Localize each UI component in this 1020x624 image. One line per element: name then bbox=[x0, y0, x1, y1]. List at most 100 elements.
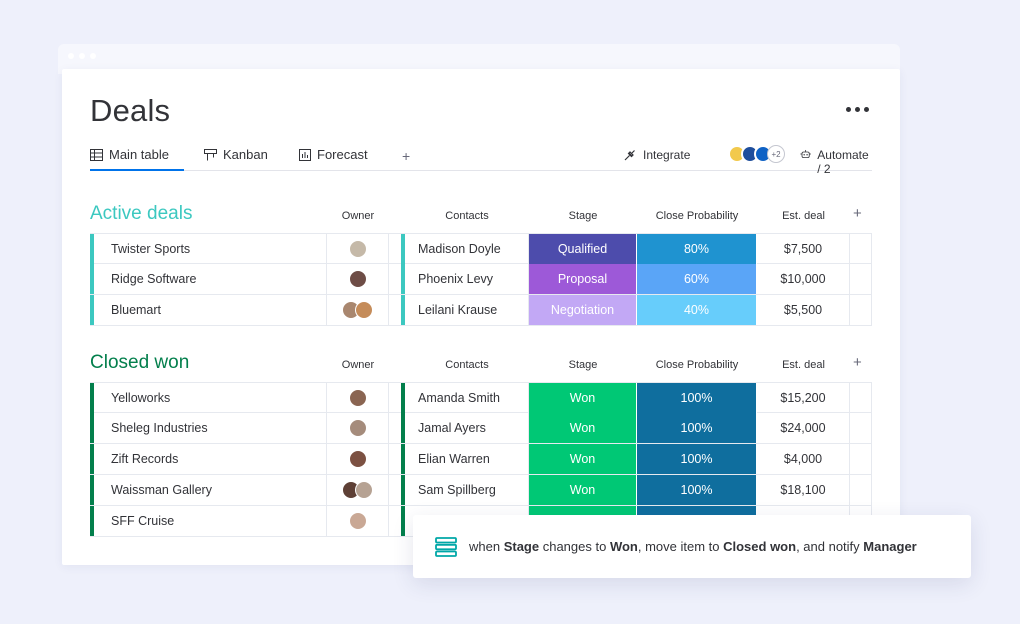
stage-status-cell[interactable]: Won bbox=[529, 475, 637, 505]
close-probability-cell[interactable]: 80% bbox=[637, 234, 757, 264]
tab-main-table[interactable]: Main table bbox=[90, 147, 184, 171]
table-row[interactable]: Bluemart Leilani Krause Negotiation 40% $5,5… bbox=[90, 295, 872, 326]
owner-cell[interactable] bbox=[327, 383, 389, 413]
avatar bbox=[348, 240, 367, 258]
close-probability-cell[interactable]: 100% bbox=[637, 383, 757, 413]
owner-cell[interactable] bbox=[327, 234, 389, 264]
contact-cell[interactable]: Elian Warren bbox=[401, 444, 529, 474]
column-header-deal[interactable]: Est. deal bbox=[782, 359, 825, 371]
empty-cell bbox=[850, 295, 872, 325]
empty-cell bbox=[850, 444, 872, 474]
table-icon bbox=[90, 149, 103, 161]
tab-label: Main table bbox=[109, 147, 169, 162]
est-deal-cell[interactable]: $5,500 bbox=[757, 295, 850, 325]
contact-cell[interactable]: Leilani Krause bbox=[401, 295, 529, 325]
close-probability-cell[interactable]: 100% bbox=[637, 413, 757, 443]
avatar bbox=[348, 419, 367, 437]
owner-cell[interactable] bbox=[327, 295, 389, 325]
column-header-probability[interactable]: Close Probability bbox=[655, 359, 739, 371]
est-deal-cell[interactable]: $4,000 bbox=[757, 444, 850, 474]
table-row[interactable]: Sheleg Industries Jamal Ayers Won 100% $24,0… bbox=[90, 413, 872, 444]
owner-cell[interactable] bbox=[327, 506, 389, 536]
empty-cell bbox=[850, 234, 872, 264]
table-row[interactable]: Zift Records Elian Warren Won 100% $4,000 bbox=[90, 444, 872, 475]
contact-cell[interactable]: Jamal Ayers bbox=[401, 413, 529, 443]
owner-avatars bbox=[348, 389, 367, 407]
item-name-cell[interactable]: SFF Cruise bbox=[90, 506, 327, 536]
column-header-owner[interactable]: Owner bbox=[341, 210, 375, 222]
group-title[interactable]: Closed won bbox=[90, 352, 190, 373]
table-row[interactable]: Twister Sports Madison Doyle Qualified 80% $… bbox=[90, 233, 872, 264]
stage-status-cell[interactable]: Qualified bbox=[529, 234, 637, 264]
avatar bbox=[355, 301, 373, 319]
item-name-cell[interactable]: Bluemart bbox=[90, 295, 327, 325]
empty-cell bbox=[850, 413, 872, 443]
contact-cell[interactable]: Phoenix Levy bbox=[401, 264, 529, 294]
group-rows: Yelloworks Amanda Smith Won 100% $15,200 Shel… bbox=[90, 382, 872, 537]
stage-status-cell[interactable]: Won bbox=[529, 413, 637, 443]
table-row[interactable]: Waissman Gallery Sam Spillberg Won 100% $18,… bbox=[90, 475, 872, 506]
add-column-button[interactable]: + bbox=[853, 354, 862, 371]
table-row[interactable]: Yelloworks Amanda Smith Won 100% $15,200 bbox=[90, 382, 872, 413]
item-name-cell[interactable]: Zift Records bbox=[90, 444, 327, 474]
automate-button[interactable]: Automate / 2 bbox=[800, 148, 872, 176]
column-header-contacts[interactable]: Contacts bbox=[445, 359, 489, 371]
more-options-icon[interactable] bbox=[846, 107, 869, 112]
owner-cell[interactable] bbox=[327, 413, 389, 443]
plug-icon bbox=[624, 150, 635, 161]
empty-cell bbox=[850, 264, 872, 294]
add-view-button[interactable]: + bbox=[402, 148, 411, 164]
owner-cell[interactable] bbox=[327, 475, 389, 505]
avatar bbox=[348, 389, 367, 407]
automation-recipe-card[interactable]: when Stage changes to Won, move item to … bbox=[413, 515, 971, 578]
avatar bbox=[348, 270, 367, 288]
table-row[interactable]: Ridge Software Phoenix Levy Proposal 60% $10… bbox=[90, 264, 872, 295]
item-name-cell[interactable]: Yelloworks bbox=[90, 383, 327, 413]
contact-cell[interactable]: Madison Doyle bbox=[401, 234, 529, 264]
est-deal-cell[interactable]: $7,500 bbox=[757, 234, 850, 264]
stage-status-cell[interactable]: Proposal bbox=[529, 264, 637, 294]
integrate-button[interactable]: Integrate bbox=[624, 148, 690, 162]
est-deal-cell[interactable]: $18,100 bbox=[757, 475, 850, 505]
tab-kanban[interactable]: Kanban bbox=[204, 147, 268, 171]
contact-cell[interactable]: Amanda Smith bbox=[401, 383, 529, 413]
est-deal-cell[interactable]: $10,000 bbox=[757, 264, 850, 294]
column-header-probability[interactable]: Close Probability bbox=[655, 210, 739, 222]
avatar bbox=[348, 512, 367, 530]
column-header-owner[interactable]: Owner bbox=[341, 359, 375, 371]
est-deal-cell[interactable]: $24,000 bbox=[757, 413, 850, 443]
stage-status-cell[interactable]: Negotiation bbox=[529, 295, 637, 325]
avatar bbox=[355, 481, 373, 499]
automation-text: when Stage changes to Won, move item to … bbox=[469, 539, 917, 554]
group-title[interactable]: Active deals bbox=[90, 203, 193, 224]
owner-cell[interactable] bbox=[327, 444, 389, 474]
integration-icons[interactable]: +2 bbox=[728, 145, 785, 163]
close-probability-cell[interactable]: 60% bbox=[637, 264, 757, 294]
item-name-cell[interactable]: Ridge Software bbox=[90, 264, 327, 294]
tab-forecast[interactable]: Forecast bbox=[299, 147, 368, 171]
item-name-cell[interactable]: Waissman Gallery bbox=[90, 475, 327, 505]
tab-label: Kanban bbox=[223, 147, 268, 162]
empty-cell bbox=[850, 383, 872, 413]
empty-cell bbox=[850, 475, 872, 505]
contact-cell[interactable]: Sam Spillberg bbox=[401, 475, 529, 505]
close-probability-cell[interactable]: 100% bbox=[637, 444, 757, 474]
item-name-cell[interactable]: Sheleg Industries bbox=[90, 413, 327, 443]
add-column-button[interactable]: + bbox=[853, 205, 862, 222]
owner-avatars bbox=[342, 481, 373, 499]
view-tabs: Main table Kanban Forecast + Integrate +… bbox=[90, 145, 872, 176]
owner-avatars bbox=[348, 450, 367, 468]
owner-avatars bbox=[348, 270, 367, 288]
close-probability-cell[interactable]: 40% bbox=[637, 295, 757, 325]
column-header-contacts[interactable]: Contacts bbox=[445, 210, 489, 222]
item-name-cell[interactable]: Twister Sports bbox=[90, 234, 327, 264]
tab-label: Forecast bbox=[317, 147, 368, 162]
owner-cell[interactable] bbox=[327, 264, 389, 294]
close-probability-cell[interactable]: 100% bbox=[637, 475, 757, 505]
est-deal-cell[interactable]: $15,200 bbox=[757, 383, 850, 413]
column-header-stage[interactable]: Stage bbox=[568, 359, 598, 371]
column-header-deal[interactable]: Est. deal bbox=[782, 210, 825, 222]
stage-status-cell[interactable]: Won bbox=[529, 444, 637, 474]
column-header-stage[interactable]: Stage bbox=[568, 210, 598, 222]
stage-status-cell[interactable]: Won bbox=[529, 383, 637, 413]
